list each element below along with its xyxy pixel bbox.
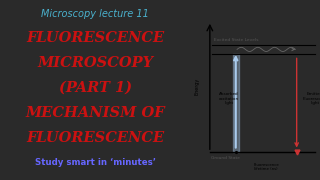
Text: FLUORESCENCE: FLUORESCENCE (26, 31, 164, 45)
Text: FLUORESCENCE: FLUORESCENCE (26, 131, 164, 145)
Text: Energy: Energy (194, 78, 199, 95)
Text: Ground State: Ground State (211, 156, 240, 160)
Text: Emitted
Fluorescent
light: Emitted Fluorescent light (303, 92, 320, 105)
Text: Microscopy lecture 11: Microscopy lecture 11 (41, 9, 149, 19)
Text: MICROSCOPY: MICROSCOPY (37, 56, 153, 70)
Text: Fluorescence
lifetime (ns): Fluorescence lifetime (ns) (253, 163, 279, 171)
Text: Absorbed
excitation
light: Absorbed excitation light (219, 92, 239, 105)
Text: MECHANISM OF: MECHANISM OF (25, 106, 165, 120)
Text: (PART 1): (PART 1) (59, 81, 132, 95)
Text: Excited State Levels: Excited State Levels (214, 38, 258, 42)
Text: Study smart in ‘minutes’: Study smart in ‘minutes’ (35, 158, 156, 167)
